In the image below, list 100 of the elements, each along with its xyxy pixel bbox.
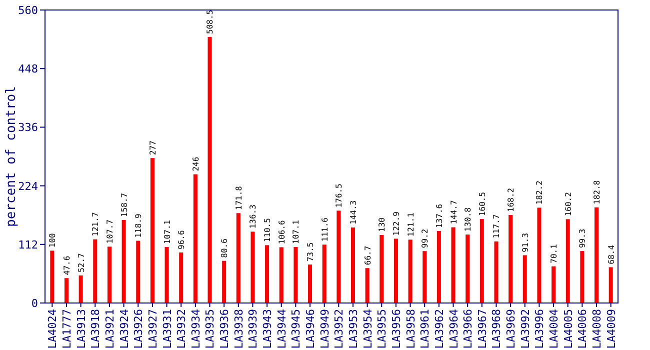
data-label: 176.5 — [334, 183, 344, 208]
data-label: 99.2 — [420, 228, 430, 248]
x-tick-label: LA3932 — [175, 309, 188, 349]
data-label: 73.5 — [306, 242, 316, 262]
bar — [408, 240, 412, 303]
bar — [294, 246, 298, 303]
x-tick-label: LA3966 — [462, 309, 475, 349]
x-tick-label: LA3939 — [246, 309, 260, 349]
bar — [494, 241, 498, 303]
x-tick-label: LA4004 — [548, 308, 561, 349]
x-tick-label: LA3952 — [332, 309, 346, 349]
bar — [64, 278, 68, 303]
data-label: 508.5 — [206, 10, 215, 34]
x-tick-label: LA3949 — [318, 309, 332, 349]
x-tick-label: LA3964 — [447, 308, 460, 349]
bar — [150, 158, 154, 303]
bar — [380, 234, 384, 303]
bar — [422, 251, 427, 303]
bar — [350, 228, 355, 303]
bar — [179, 252, 184, 303]
x-tick-label: LA3953 — [346, 309, 360, 349]
x-tick-label: LA3968 — [490, 309, 504, 349]
bar — [193, 174, 198, 303]
bar — [466, 234, 470, 303]
x-tick-label: LA3958 — [404, 309, 418, 349]
bar — [78, 275, 83, 303]
data-label: 122.9 — [392, 211, 401, 236]
x-tick-label: LA3955 — [376, 309, 389, 349]
bar — [508, 214, 513, 303]
data-label: 66.7 — [363, 246, 372, 266]
data-label: 91.3 — [520, 232, 530, 252]
x-tick-label: LA3913 — [74, 309, 88, 349]
data-label: 277 — [148, 140, 158, 156]
data-label: 130.8 — [464, 207, 473, 232]
data-label: 121.1 — [406, 212, 416, 237]
bar — [122, 220, 126, 303]
data-label: 107.7 — [105, 219, 114, 244]
bar — [552, 266, 556, 303]
bar — [522, 255, 527, 303]
x-tick-label: LA1777 — [60, 309, 74, 349]
bar — [208, 36, 212, 303]
data-label: 118.9 — [134, 214, 144, 238]
bar — [250, 232, 255, 303]
x-tick-label: LA3943 — [261, 309, 274, 349]
data-label: 106.6 — [277, 220, 286, 244]
data-label: 158.7 — [120, 192, 129, 217]
x-tick-label: LA3996 — [533, 309, 546, 349]
data-label: 121.7 — [91, 212, 100, 236]
bar — [107, 246, 112, 303]
bar — [365, 268, 370, 303]
data-label: 47.6 — [62, 256, 72, 276]
x-tick-label: LA4008 — [590, 309, 604, 349]
x-tick-label: LA3992 — [518, 309, 532, 349]
bar — [566, 219, 570, 303]
data-label: 168.2 — [506, 188, 516, 212]
y-tick-label: 0 — [31, 297, 38, 310]
y-tick-label: 448 — [18, 62, 38, 76]
x-tick-label: LA3934 — [189, 308, 202, 349]
data-label: 80.6 — [220, 238, 230, 258]
bar — [394, 238, 398, 303]
bar — [451, 227, 456, 303]
y-axis-title: percent of control — [4, 86, 19, 227]
bar — [50, 250, 54, 303]
x-tick-label: LA3927 — [146, 309, 160, 349]
data-label: 99.3 — [578, 228, 588, 248]
data-label: 182.8 — [592, 180, 602, 204]
bar — [594, 207, 599, 303]
data-label: 107.1 — [292, 220, 301, 244]
data-label: 100 — [48, 233, 58, 248]
bar — [222, 260, 226, 303]
x-tick-label: LA3954 — [361, 308, 374, 349]
x-tick-label: LA3946 — [304, 309, 318, 349]
bar — [265, 245, 270, 303]
data-label: 110.5 — [263, 218, 272, 242]
x-tick-label: LA4024 — [46, 308, 60, 349]
bar — [322, 244, 326, 303]
data-label: 160.2 — [564, 192, 573, 216]
x-tick-label: LA4006 — [576, 309, 590, 349]
bar — [608, 267, 613, 303]
x-tick-label: LA3969 — [504, 309, 518, 349]
y-tick-label: 112 — [18, 238, 38, 252]
bar — [480, 219, 484, 303]
data-label: 160.5 — [478, 192, 487, 216]
x-tick-label: LA3918 — [89, 309, 102, 349]
x-tick-label: LA3926 — [132, 309, 146, 349]
data-label: 96.6 — [177, 230, 186, 250]
x-tick-label: LA3935 — [204, 309, 217, 349]
bar — [537, 208, 542, 303]
data-label: 144.7 — [449, 200, 458, 224]
data-label: 111.6 — [320, 217, 330, 242]
x-tick-label: LA3961 — [418, 309, 432, 349]
data-label: 70.1 — [550, 244, 559, 264]
data-label: 171.8 — [234, 186, 244, 210]
data-label: 117.7 — [492, 214, 502, 238]
data-label: 246 — [191, 156, 200, 172]
x-tick-label: LA3945 — [290, 309, 303, 349]
bar — [136, 240, 140, 303]
x-tick-label: LA3962 — [432, 309, 446, 349]
bar — [580, 251, 584, 303]
x-tick-label: LA3938 — [232, 309, 246, 349]
